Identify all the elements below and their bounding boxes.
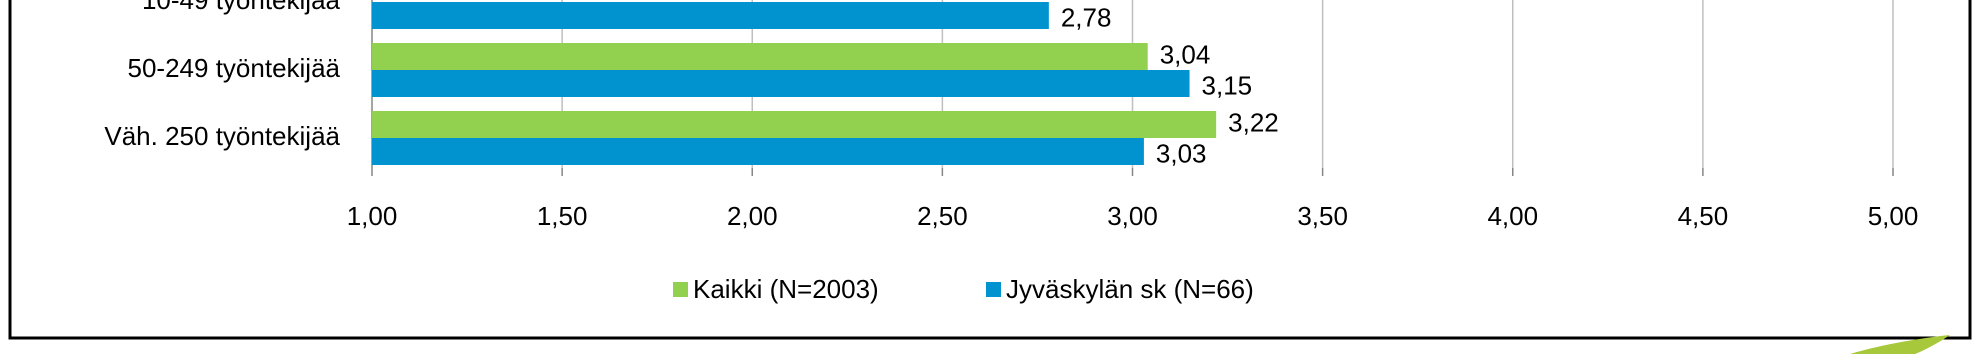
legend-swatch	[673, 282, 688, 297]
x-tick-label: 2,00	[727, 201, 778, 231]
y-tick-label: Väh. 250 työntekijää	[104, 121, 340, 151]
y-tick-label: 50-249 työntekijää	[128, 53, 341, 83]
bar	[372, 70, 1190, 97]
x-tick-label: 3,00	[1107, 201, 1158, 231]
x-tick-label: 4,00	[1487, 201, 1538, 231]
bar	[372, 2, 1049, 29]
legend-swatch	[986, 282, 1001, 297]
value-label: 3,03	[1156, 138, 1207, 168]
bar	[372, 43, 1148, 70]
chart-frame	[8, 0, 1972, 340]
decoration	[1850, 335, 1950, 354]
bar	[372, 111, 1217, 138]
legend-label: Kaikki (N=2003)	[693, 274, 879, 304]
x-tick-label: 3,50	[1297, 201, 1348, 231]
value-label: 2,78	[1061, 2, 1112, 32]
x-tick-label: 4,50	[1678, 201, 1729, 231]
y-tick-label: 10-49 työntekijää	[142, 0, 341, 15]
legend-label: Jyväskylän sk (N=66)	[1006, 274, 1254, 304]
bar	[372, 138, 1144, 165]
x-tick-label: 2,50	[917, 201, 968, 231]
value-label: 3,15	[1202, 70, 1253, 100]
value-label: 3,04	[1160, 39, 1211, 69]
x-tick-label: 1,00	[347, 201, 398, 231]
value-label: 3,22	[1228, 107, 1279, 137]
x-tick-label: 5,00	[1868, 201, 1919, 231]
x-tick-label: 1,50	[537, 201, 588, 231]
